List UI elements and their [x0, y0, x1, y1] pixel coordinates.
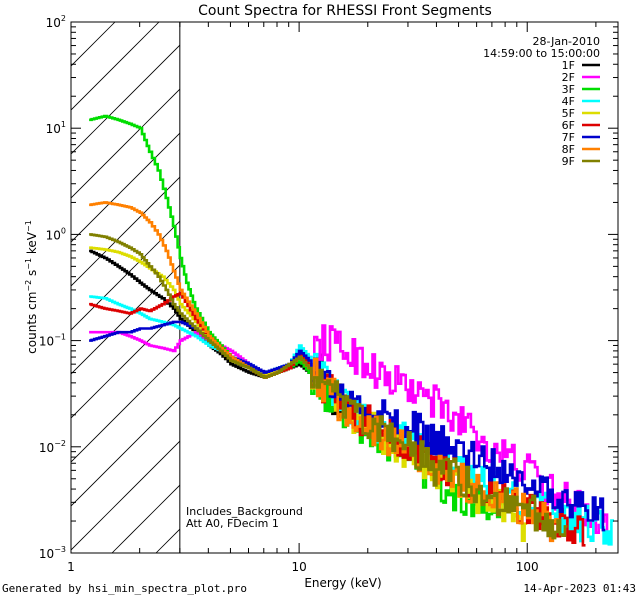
legend-label: 5F [562, 107, 575, 120]
time-range-label: 14:59:00 to 15:00:00 [483, 47, 600, 60]
timestamp-footer: 14-Apr-2023 01:43 [523, 582, 636, 595]
legend-label: 9F [562, 155, 575, 168]
hatch-line [71, 220, 180, 331]
x-axis-label: Energy (keV) [304, 576, 381, 590]
legend-label: 3F [562, 83, 575, 96]
x-tick-label: 10 [291, 560, 306, 574]
x-tick-label: 1 [67, 560, 75, 574]
hatch-line [71, 44, 180, 155]
series-9f-line [89, 233, 568, 540]
y-tick-label: 101 [46, 120, 66, 136]
y-tick-label: 10−2 [39, 439, 66, 455]
background-note: Includes_Background [186, 505, 303, 518]
y-tick-label: 10−3 [39, 545, 66, 561]
hatch-line [71, 22, 72, 23]
hatch-line [71, 396, 180, 507]
y-tick-label: 102 [46, 14, 66, 30]
date-label: 28-Jan-2010 [533, 35, 601, 48]
hatch-line [71, 88, 180, 199]
series-1f-line [89, 249, 368, 431]
generated-by-footer: Generated by hsi_min_spectra_plot.pro [2, 582, 248, 595]
hatch-line [71, 264, 180, 375]
legend-label: 1F [562, 59, 575, 72]
attenuator-note: Att A0, FDecim 1 [186, 517, 279, 530]
excluded-region-hatch [71, 22, 180, 553]
hatch-line [71, 440, 180, 551]
x-tick-label: 100 [516, 560, 539, 574]
hatch-line [71, 308, 180, 419]
hatch-line [71, 22, 116, 67]
series-2f-line [89, 324, 610, 536]
y-tick-label: 100 [46, 226, 66, 242]
legend-label: 4F [562, 95, 575, 108]
y-axis-label: counts cm−2 s−1 keV−1 [24, 220, 39, 354]
legend-label: 8F [562, 143, 575, 156]
legend-label: 7F [562, 131, 575, 144]
y-tick-label: 10−1 [39, 333, 66, 349]
legend-label: 6F [562, 119, 575, 132]
legend-label: 2F [562, 71, 575, 84]
plot-frame [70, 21, 619, 554]
chart-title: Count Spectra for RHESSI Front Segments [198, 3, 492, 19]
